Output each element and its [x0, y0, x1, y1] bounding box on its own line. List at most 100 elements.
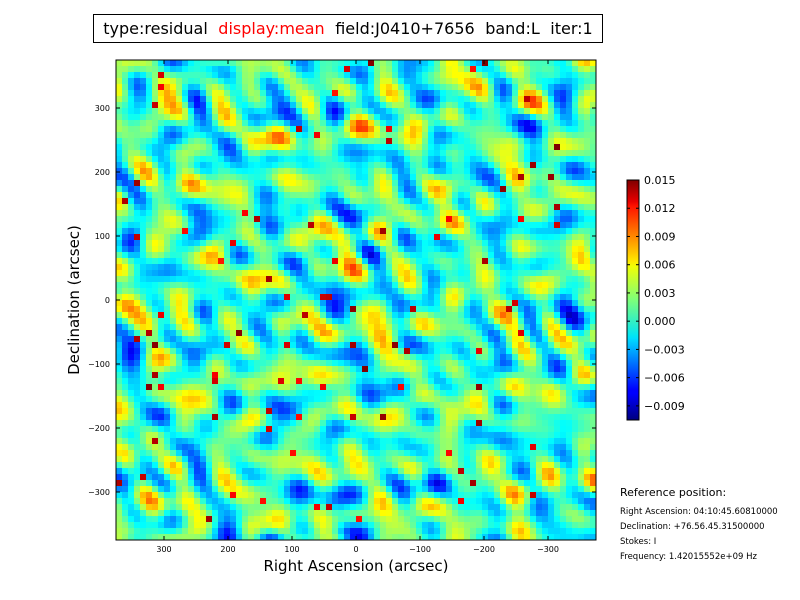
heatmap-cell — [230, 156, 237, 163]
heatmap-cell — [242, 306, 249, 313]
heatmap-cell — [278, 282, 285, 289]
heatmap-cell — [554, 348, 561, 355]
heatmap-cell — [200, 366, 207, 373]
heatmap-cell — [434, 402, 441, 409]
heatmap-cell — [128, 126, 135, 133]
heatmap-cell — [464, 108, 471, 115]
heatmap-cell — [464, 402, 471, 409]
heatmap-cell — [536, 246, 543, 253]
heatmap-cell — [200, 264, 207, 271]
heatmap-cell — [542, 282, 549, 289]
heatmap-cell — [476, 180, 483, 187]
heatmap-cell — [260, 246, 267, 253]
heatmap-cell — [338, 168, 345, 175]
heatmap-cell — [458, 330, 465, 337]
heatmap-cell — [236, 210, 243, 217]
heatmap-cell — [488, 240, 495, 247]
heatmap-cell — [332, 126, 339, 133]
heatmap-cell — [518, 156, 525, 163]
heatmap-cell — [236, 120, 243, 127]
heatmap-cell — [482, 354, 489, 361]
heatmap-cell — [182, 198, 189, 205]
heatmap-cell — [524, 120, 531, 127]
heatmap-cell — [230, 174, 237, 181]
heatmap-cell — [554, 66, 561, 73]
heatmap-cell — [590, 324, 596, 331]
heatmap-cell — [116, 78, 123, 85]
heatmap-cell — [572, 198, 579, 205]
heatmap-cell — [590, 102, 596, 109]
heatmap-cell — [560, 204, 567, 211]
heatmap-cell — [446, 360, 453, 367]
heatmap-cell — [182, 294, 189, 301]
heatmap-cell — [440, 234, 447, 241]
heatmap-cell — [314, 258, 321, 265]
heatmap-cell — [134, 150, 141, 157]
heatmap-cell — [140, 408, 147, 415]
heatmap-cell — [224, 306, 231, 313]
heatmap-cell — [416, 366, 423, 373]
heatmap-cell — [326, 180, 333, 187]
heatmap-cell — [560, 360, 567, 367]
heatmap-cell — [116, 144, 123, 151]
heatmap-cell — [224, 72, 231, 79]
heatmap-cell — [170, 150, 177, 157]
heatmap-cell — [128, 114, 135, 121]
heatmap-cell — [116, 174, 123, 181]
heatmap-cell — [122, 132, 129, 139]
heatmap-cell — [398, 156, 405, 163]
heatmap-cell — [152, 234, 159, 241]
heatmap-cell — [392, 414, 399, 421]
heatmap-cell — [428, 234, 435, 241]
heatmap-cell — [530, 186, 537, 193]
heatmap-cell — [548, 60, 555, 67]
heatmap-cell — [422, 96, 429, 103]
heatmap-cell — [464, 390, 471, 397]
heatmap-cell — [152, 408, 159, 415]
heatmap-cell — [344, 198, 351, 205]
heatmap-cell — [170, 342, 177, 349]
heatmap-cell — [314, 360, 321, 367]
heatmap-cell — [422, 144, 429, 151]
heatmap-cell — [440, 78, 447, 85]
heatmap-cell — [140, 120, 147, 127]
heatmap-cell — [272, 198, 279, 205]
heatmap-cell — [398, 210, 405, 217]
heatmap-cell — [194, 372, 201, 379]
heatmap-cell — [524, 312, 531, 319]
heatmap-cell — [278, 198, 285, 205]
heatmap-cell — [380, 126, 387, 133]
heatmap-cell — [374, 126, 381, 133]
heatmap-cell — [200, 432, 207, 439]
heatmap-cell — [320, 168, 327, 175]
heatmap-cell — [308, 186, 315, 193]
heatmap-cell — [542, 216, 549, 223]
heatmap-cell — [578, 84, 585, 91]
heatmap-cell — [350, 228, 357, 235]
heatmap-cell — [386, 414, 393, 421]
heatmap-cell — [452, 306, 459, 313]
heatmap-cell — [542, 372, 549, 379]
heatmap-cell — [482, 138, 489, 145]
heatmap-cell — [182, 126, 189, 133]
heatmap-cell — [410, 264, 417, 271]
heatmap-cell — [290, 276, 297, 283]
heatmap-cell — [368, 396, 375, 403]
heatmap-cell — [566, 294, 573, 301]
heatmap-cell — [260, 384, 267, 391]
heatmap-cell — [296, 210, 303, 217]
heatmap-cell — [482, 402, 489, 409]
heatmap-cell — [500, 234, 507, 241]
heatmap-cell — [590, 78, 596, 85]
heatmap-cell — [128, 84, 135, 91]
heatmap-cell — [500, 324, 507, 331]
heatmap-cell — [422, 156, 429, 163]
heatmap-cell — [434, 276, 441, 283]
heatmap-cell — [140, 144, 147, 151]
heatmap-cell — [512, 108, 519, 115]
heatmap-cell — [248, 132, 255, 139]
heatmap-cell — [314, 300, 321, 307]
heatmap-cell — [350, 246, 357, 253]
heatmap-cell — [182, 372, 189, 379]
heatmap-cell — [308, 228, 315, 235]
